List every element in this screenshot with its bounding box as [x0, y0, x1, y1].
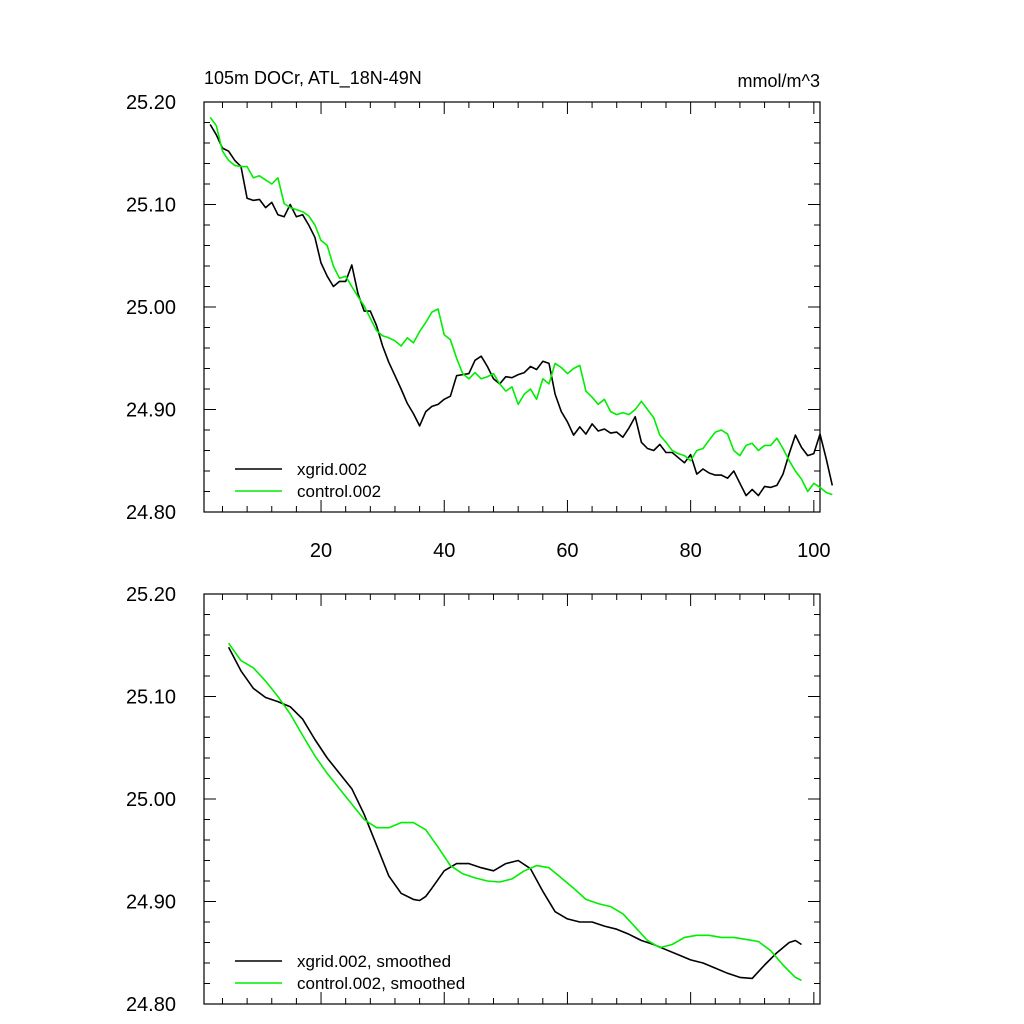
- series-line-xgrid-002: [209, 124, 834, 497]
- y-tick-label: 25.10: [126, 195, 176, 217]
- y-tick-label: 25.00: [126, 789, 176, 811]
- y-tick-label: 24.80: [126, 994, 176, 1016]
- y-tick-label: 24.90: [126, 892, 176, 914]
- units-label: mmol/m^3: [738, 71, 820, 91]
- top-legend: xgrid.002 control.002: [235, 460, 381, 501]
- y-tick-label: 25.20: [126, 92, 176, 114]
- legend-label-control-smoothed: control.002, smoothed: [297, 974, 465, 993]
- y-tick-label: 25.20: [126, 584, 176, 606]
- chart-title: 105m DOCr, ATL_18N-49N: [204, 68, 422, 89]
- legend-label-xgrid-smoothed: xgrid.002, smoothed: [297, 952, 451, 971]
- y-tick-label: 25.10: [126, 687, 176, 709]
- bottom-panel: 24.80 24.90 25.00 25.10 25.20 xgrid.002, smo…: [126, 584, 821, 1016]
- legend-label-xgrid: xgrid.002: [297, 460, 367, 479]
- bottom-legend: xgrid.002, smoothed control.002, smoothe…: [235, 952, 465, 993]
- bottom-series: [227, 642, 802, 982]
- x-tick-label: 80: [680, 540, 702, 562]
- x-tick-label: 20: [310, 540, 332, 562]
- x-tick-label: 60: [556, 540, 578, 562]
- legend-label-control: control.002: [297, 482, 381, 501]
- top-axes: 24.80 24.90 25.00 25.10 25.20 20 40 60 80 100: [126, 92, 831, 562]
- top-series: [209, 116, 834, 497]
- y-tick-label: 25.00: [126, 297, 176, 319]
- x-tick-label: 100: [797, 540, 830, 562]
- y-tick-label: 24.90: [126, 400, 176, 422]
- y-tick-label: 24.80: [126, 502, 176, 524]
- series-line-control-002-smoothed: [227, 642, 802, 982]
- series-line-control-002: [209, 116, 833, 496]
- series-line-xgrid-002-smoothed: [227, 646, 802, 980]
- bottom-axes: 24.80 24.90 25.00 25.10 25.20: [126, 584, 821, 1016]
- top-panel: 105m DOCr, ATL_18N-49N mmol/m^3 24.8024.…: [126, 68, 834, 562]
- x-tick-label: 40: [433, 540, 455, 562]
